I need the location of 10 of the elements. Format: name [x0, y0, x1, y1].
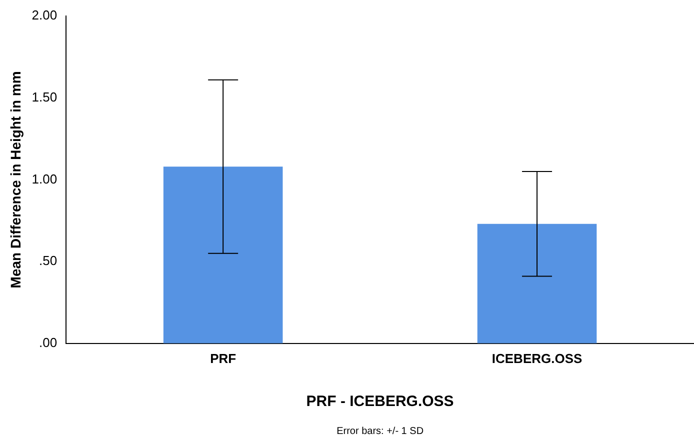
text: Error bars: +/- 1 SD	[336, 426, 424, 437]
y-tick-label: 1.00	[32, 171, 58, 186]
x-tick-label: PRF	[210, 350, 236, 366]
y-axis-title: Mean Difference in Height in mm	[7, 71, 24, 288]
x-tick-label: ICEBERG.OSS	[492, 350, 582, 366]
y-tick-label: .00	[39, 334, 58, 350]
y-tick-label: .50	[39, 253, 58, 268]
y-tick-label: 2.00	[32, 8, 58, 23]
x-axis-title: PRF - ICEBERG.OSS	[306, 393, 454, 410]
y-tick-label: 1.50	[32, 89, 58, 104]
